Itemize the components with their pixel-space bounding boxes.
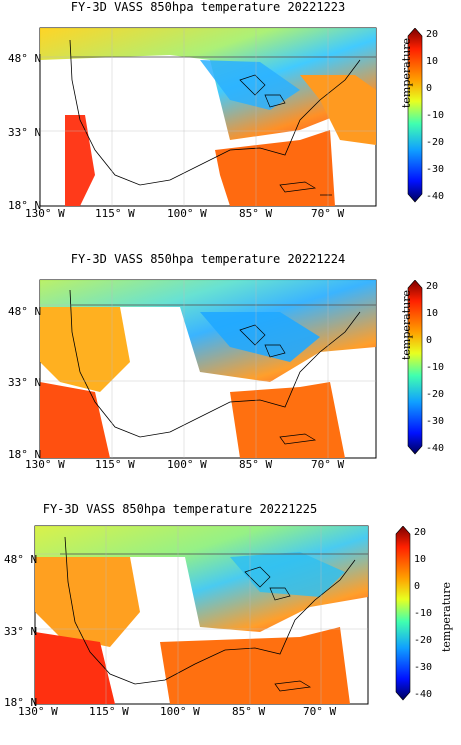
data-swath-pacific [65,115,95,206]
colorbar-tick: 20 [426,281,439,292]
colorbar-tick: -10 [426,362,445,373]
data-swath-pacific [40,382,110,458]
gridlines [35,526,368,704]
y-tick: 18° N [8,448,42,461]
data-swath-north [40,28,376,140]
great-lakes [239,324,286,358]
x-tick: 100° W [160,705,200,718]
great-lakes [239,74,286,108]
cold-core [200,60,300,110]
y-tick: 48° N [4,553,38,566]
colorbar-tick: -40 [414,689,433,700]
coastline [69,39,361,186]
caribbean [274,680,312,692]
panel-title: FY-3D VASS 850hpa temperature 20221225 [42,502,318,516]
x-tick: 85° W [239,458,273,471]
x-tick: 100° W [167,458,207,471]
colorbar-tick: 0 [426,83,433,94]
x-tick: 115° W [95,207,135,220]
colorbar-tick: -40 [426,443,445,454]
colorbar-tick: -40 [426,191,445,202]
data-swath-west [35,557,140,647]
y-tick: 18° N [4,696,38,709]
x-tick: 70° W [303,705,337,718]
colorbar-label: temperature [400,37,413,108]
colorbar-tick: -10 [426,110,445,121]
panel-title: FY-3D VASS 850hpa temperature 20221223 [70,0,346,14]
x-tick: 115° W [89,705,129,718]
x-tick: 115° W [95,458,135,471]
colorbar [395,526,411,701]
y-tick: 48° N [8,52,42,65]
x-tick: 70° W [311,458,345,471]
gridlines [40,28,376,206]
coastline [64,536,356,685]
caribbean [279,181,332,196]
data-swath-pacific [35,632,115,704]
data-swath-north [35,526,368,632]
y-tick: 33° N [8,126,42,139]
colorbar-tick: -20 [426,137,445,148]
x-tick: 70° W [311,207,345,220]
map-svg [34,525,369,705]
y-tick: 33° N [4,625,38,638]
x-tick: 130° W [25,207,65,220]
data-swath-gulf [230,382,345,458]
colorbar-tick: -20 [426,389,445,400]
colorbar-tick: 20 [414,527,427,538]
gridlines [40,280,376,458]
colorbar-tick: 10 [426,56,439,67]
colorbar-tick: -30 [414,662,433,673]
colorbar-tick: 20 [426,29,439,40]
data-swath-atlantic [300,75,376,145]
colorbar [407,280,423,455]
y-tick: 48° N [8,305,42,318]
x-tick: 130° W [25,458,65,471]
colorbar-label: temperature [400,289,413,360]
panel-title: FY-3D VASS 850hpa temperature 20221224 [70,252,346,266]
colorbar-tick: 10 [426,308,439,319]
colorbar-tick: 0 [426,335,433,346]
colorbar [407,28,423,203]
map-panel-3: FY-3D VASS 850hpa temperature 20221225 [0,502,461,745]
map-panel-2: FY-3D VASS 850hpa temperature 20221224 [0,252,461,495]
colorbar-tick: 0 [414,581,421,592]
y-tick: 33° N [8,376,42,389]
colorbar-tick: -20 [414,635,433,646]
colorbar-label: temperature [440,581,453,652]
data-swath-west [40,307,130,392]
great-lakes [244,566,291,601]
map-panel-1: FY-3D VASS 850hpa temperature 20221223 [0,0,461,243]
colorbar-tick: 10 [414,554,427,565]
cold-core [200,312,320,362]
caribbean [279,433,317,445]
x-tick: 85° W [239,207,273,220]
x-tick: 130° W [18,705,58,718]
coastline [69,289,361,438]
colorbar-tick: -30 [426,416,445,427]
map-svg [39,27,377,207]
y-tick: 18° N [8,199,42,212]
x-tick: 100° W [167,207,207,220]
colorbar-tick: -10 [414,608,433,619]
data-swath-gulf [160,627,350,704]
map-svg [39,279,377,459]
colorbar-tick: -30 [426,164,445,175]
x-tick: 85° W [232,705,266,718]
